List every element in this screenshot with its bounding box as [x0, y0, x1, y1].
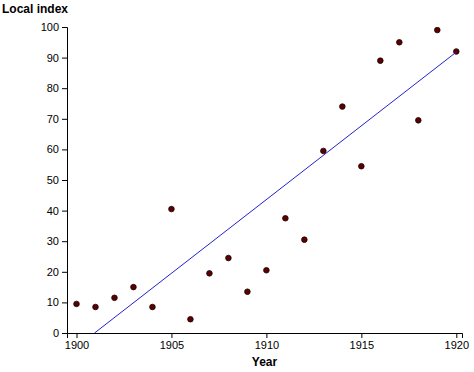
tick-label: 1920 [445, 339, 469, 351]
tick-label: 1910 [255, 339, 279, 351]
tick: 30 [47, 235, 67, 247]
point [321, 148, 327, 154]
tick-label: 1915 [350, 339, 374, 351]
tick-mark [62, 149, 67, 150]
tick-mark [266, 333, 267, 338]
axis-line [68, 334, 463, 339]
x-axis: 1900 1905 1910 1915 1920 [65, 333, 469, 351]
tick: 40 [47, 205, 67, 217]
tick-mark [456, 333, 457, 338]
tick: 10 [47, 296, 67, 308]
tick-mark [62, 58, 67, 59]
tick-mark [62, 27, 67, 28]
point [207, 271, 213, 277]
tick-label: 100 [41, 21, 59, 33]
tick: 1900 [65, 333, 89, 351]
tick-label: 80 [47, 82, 59, 94]
plot-area [74, 27, 459, 333]
point [150, 304, 156, 310]
tick-label: 20 [47, 266, 59, 278]
tick-mark [62, 180, 67, 181]
chart: 1900 1905 1910 1915 1920 0 10 20 30 40 50 60 70 80 90 1… [0, 0, 474, 372]
tick-label: 0 [53, 327, 59, 339]
point [131, 284, 137, 290]
point [264, 267, 270, 273]
point [188, 316, 194, 322]
tick: 20 [47, 266, 67, 278]
tick-label: 40 [47, 205, 59, 217]
point [226, 255, 232, 261]
point [283, 215, 289, 221]
point [397, 40, 403, 46]
point [435, 27, 441, 33]
tick-mark [62, 241, 67, 242]
point [112, 295, 118, 301]
tick-mark [62, 333, 67, 334]
point [340, 104, 346, 110]
tick: 60 [47, 143, 67, 155]
point [416, 118, 422, 124]
x-axis-title: Year [252, 355, 278, 369]
line [95, 52, 457, 333]
tick: 80 [47, 82, 67, 94]
tick-label: 1905 [160, 339, 184, 351]
point [302, 237, 308, 243]
y-axis-title: Local index [2, 2, 68, 16]
tick: 1905 [160, 333, 184, 351]
tick-mark [76, 333, 77, 338]
tick-label: 30 [47, 235, 59, 247]
tick: 100 [41, 21, 67, 33]
point [378, 58, 384, 64]
tick-label: 90 [47, 52, 59, 64]
tick-mark [62, 272, 67, 273]
point [169, 206, 175, 212]
y-axis: 0 10 20 30 40 50 60 70 80 90 100 [41, 21, 68, 339]
point [359, 163, 365, 169]
tick-label: 70 [47, 113, 59, 125]
axis-line [62, 28, 68, 334]
tick: 1910 [255, 333, 279, 351]
tick-label: 50 [47, 174, 59, 186]
tick-mark [62, 119, 67, 120]
point [93, 304, 99, 310]
tick: 0 [53, 327, 67, 339]
tick-label: 1900 [65, 339, 89, 351]
tick-mark [62, 302, 67, 303]
tick-mark [361, 333, 362, 338]
tick-label: 10 [47, 296, 59, 308]
tick-label: 60 [47, 143, 59, 155]
point [245, 289, 251, 295]
tick: 1920 [445, 333, 469, 351]
tick: 70 [47, 113, 67, 125]
tick-mark [62, 211, 67, 212]
tick-mark [62, 88, 67, 89]
tick: 50 [47, 174, 67, 186]
tick-mark [171, 333, 172, 338]
tick: 1915 [350, 333, 374, 351]
tick: 90 [47, 52, 67, 64]
point [74, 301, 80, 307]
